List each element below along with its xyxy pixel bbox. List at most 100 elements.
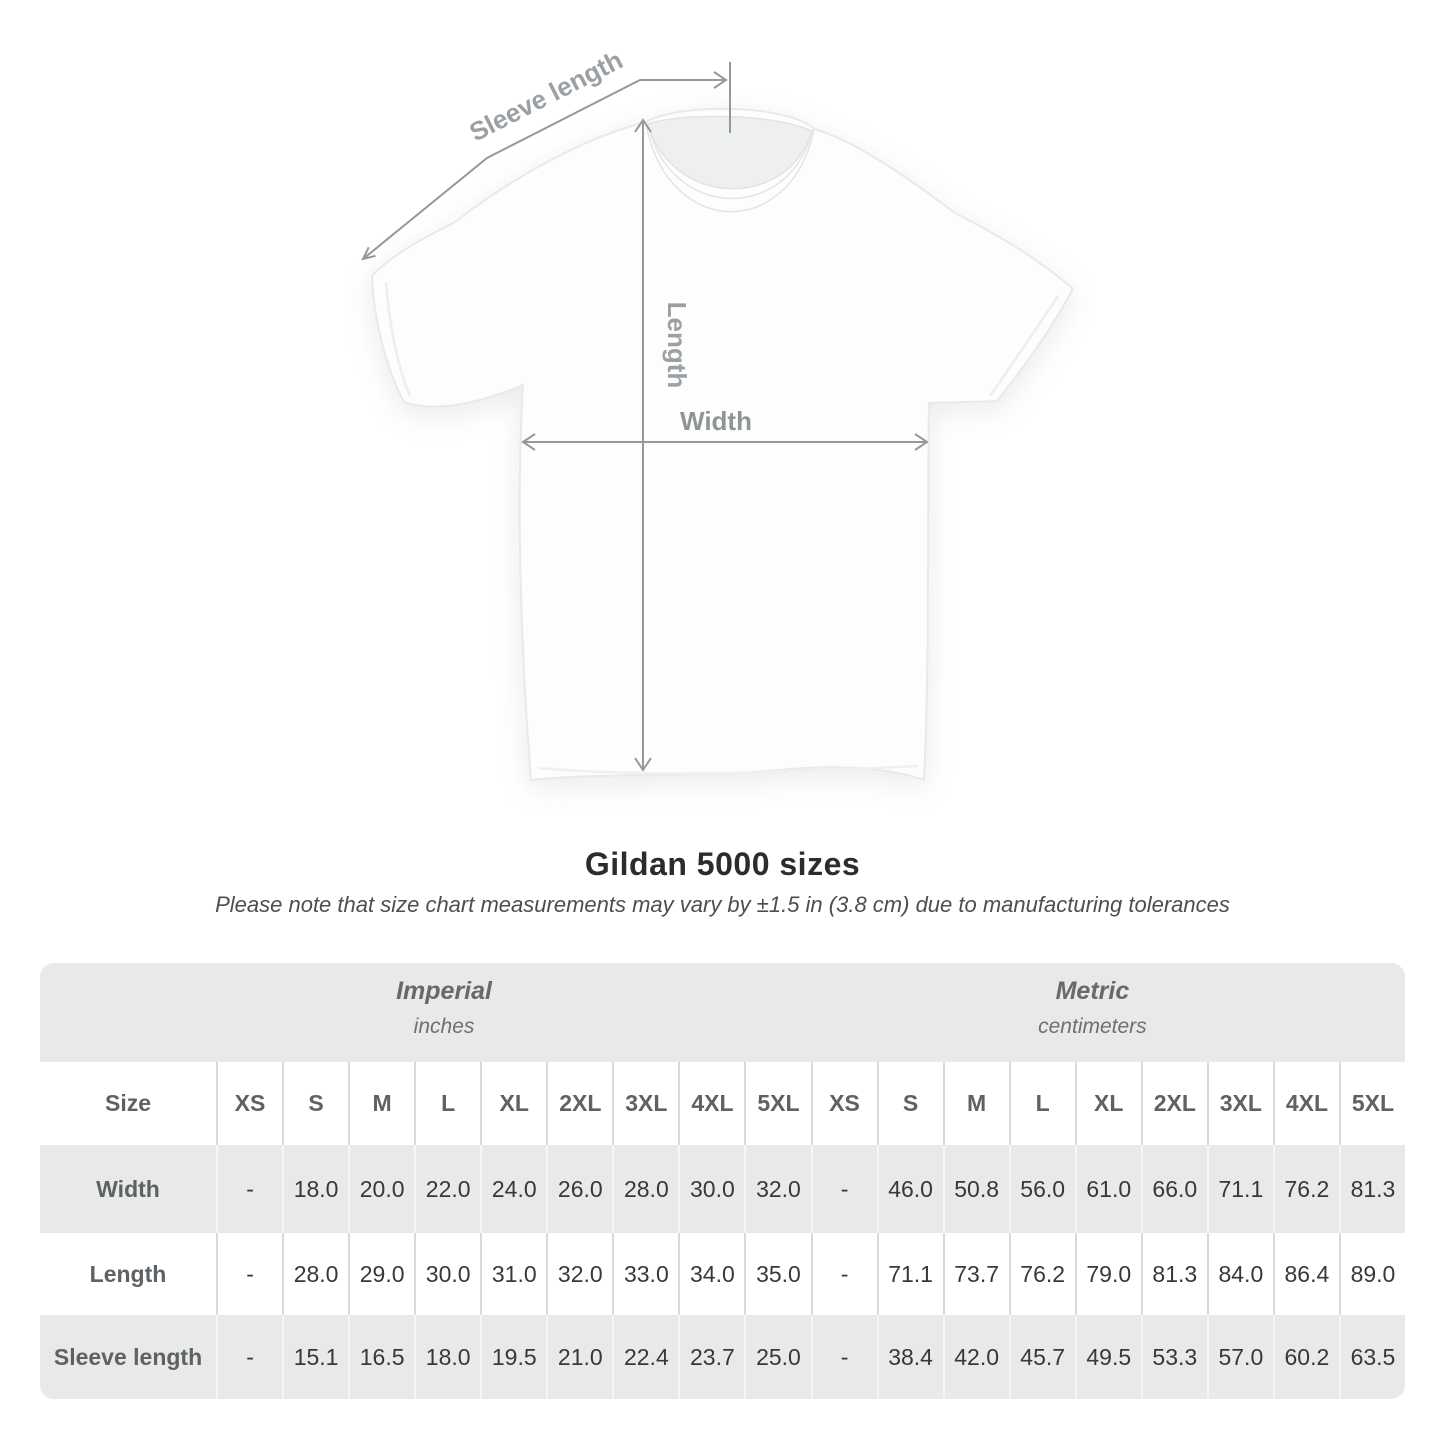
width-value-cell: 28.0 — [612, 1145, 678, 1233]
length-value-cell: 71.1 — [876, 1233, 943, 1315]
sleeve-length-value-cell: 63.5 — [1338, 1315, 1405, 1399]
width-value-cell: - — [810, 1145, 877, 1233]
sleeve-length-value-cell: 18.0 — [414, 1315, 480, 1399]
width-value-cell: 81.3 — [1338, 1145, 1405, 1233]
width-value-cell: 30.0 — [678, 1145, 744, 1233]
length-value-cell: 32.0 — [546, 1233, 612, 1315]
width-value-cell: 20.0 — [348, 1145, 414, 1233]
length-value-cell: - — [810, 1233, 877, 1315]
arrowhead-sleeve-end-icon — [361, 246, 376, 261]
size-column-header: XL — [480, 1062, 546, 1145]
sleeve-length-value-cell: 60.2 — [1272, 1315, 1339, 1399]
length-value-cell: 34.0 — [678, 1233, 744, 1315]
sleeve-length-value-cell: 42.0 — [942, 1315, 1009, 1399]
width-value-cell: 56.0 — [1008, 1145, 1075, 1233]
arrowhead-up-icon — [634, 118, 652, 133]
length-value-cell: 84.0 — [1206, 1233, 1273, 1315]
size-column-header: M — [348, 1062, 414, 1145]
arrowhead-left-icon — [521, 433, 536, 451]
imperial-title: Imperial — [396, 977, 492, 1005]
size-column-header: XS — [216, 1062, 282, 1145]
size-column-header: 2XL — [546, 1062, 612, 1145]
size-column-header: 5XL — [1338, 1062, 1405, 1145]
sleeve-length-value-cell: 16.5 — [348, 1315, 414, 1399]
size-column-header: M — [942, 1062, 1009, 1145]
size-column-header: S — [282, 1062, 348, 1145]
table-units-band: Imperial inches Metric centimeters — [40, 963, 1405, 1062]
length-value-cell: 73.7 — [942, 1233, 1009, 1315]
width-value-cell: 24.0 — [480, 1145, 546, 1233]
bottom-hem-seam — [537, 764, 919, 775]
size-column-header: 4XL — [1272, 1062, 1339, 1145]
left-sleeve-hem-seam — [384, 281, 412, 397]
size-header-label: Size — [104, 1090, 152, 1116]
length-value-cell: 81.3 — [1140, 1233, 1207, 1315]
length-value-cell: 86.4 — [1272, 1233, 1339, 1315]
length-value-cell: 33.0 — [612, 1233, 678, 1315]
length-value-cell: 89.0 — [1338, 1233, 1405, 1315]
width-value-cell: 46.0 — [876, 1145, 943, 1233]
arrowhead-right2-icon — [914, 433, 929, 451]
width-label: Width — [680, 406, 752, 436]
sleeve-length-value-cell: 23.7 — [678, 1315, 744, 1399]
sleeve-length-value-cell: 38.4 — [876, 1315, 943, 1399]
sleeve-length-value-cell: - — [810, 1315, 877, 1399]
length-row: Length -28.0 29.0 30.0 31.0 32.0 33.0 34.0 35.0… — [40, 1233, 1405, 1315]
width-row-label: Width — [96, 1175, 160, 1202]
size-column-header: L — [414, 1062, 480, 1145]
imperial-section-header: Imperial inches — [396, 976, 492, 1040]
tshirt-measurement-diagram: Sleeve length Length Width — [361, 45, 1075, 782]
size-column-header: 5XL — [744, 1062, 810, 1145]
arrowhead-right-icon — [713, 71, 728, 89]
collar-opening — [647, 115, 813, 190]
sleeve-length-value-cell: 22.4 — [612, 1315, 678, 1399]
sleeve-length-value-cell: - — [216, 1315, 282, 1399]
sleeve-length-value-cell: 49.5 — [1074, 1315, 1141, 1399]
size-column-header: XL — [1074, 1062, 1141, 1145]
length-value-cell: 30.0 — [414, 1233, 480, 1315]
sleeve-length-label: Sleeve length — [464, 45, 627, 148]
size-column-header: L — [1008, 1062, 1075, 1145]
length-label: Length — [662, 302, 692, 389]
collar-band-inner-seam — [647, 123, 813, 200]
length-value-cell: - — [216, 1233, 282, 1315]
size-column-header: 4XL — [678, 1062, 744, 1145]
length-value-cell: 35.0 — [744, 1233, 810, 1315]
sleeve-length-value-cell: 21.0 — [546, 1315, 612, 1399]
size-column-header: S — [876, 1062, 943, 1145]
size-column-header: XS — [810, 1062, 877, 1145]
width-value-cell: 22.0 — [414, 1145, 480, 1233]
sleeve-length-row: Sleeve length -15.1 16.5 18.0 19.5 21.0 22.4 2… — [40, 1315, 1405, 1399]
imperial-subtitle: inches — [413, 1015, 475, 1038]
sleeve-length-dimension-line — [362, 79, 726, 260]
tshirt-shape — [370, 107, 1075, 782]
size-header-row: Size XS S M L XL 2XL 3XL 4XL 5XL XS S M L XL 2XL 3XL 4XL… — [40, 1062, 1405, 1145]
width-value-cell: 32.0 — [744, 1145, 810, 1233]
width-value-cell: 71.1 — [1206, 1145, 1273, 1233]
sleeve-length-value-cell: 45.7 — [1008, 1315, 1075, 1399]
collar-band-outer-seam — [645, 123, 815, 213]
sleeve-length-value-cell: 53.3 — [1140, 1315, 1207, 1399]
length-value-cell: 31.0 — [480, 1233, 546, 1315]
width-value-cell: 18.0 — [282, 1145, 348, 1233]
length-value-cell: 28.0 — [282, 1233, 348, 1315]
size-column-header: 3XL — [612, 1062, 678, 1145]
size-table: Imperial inches Metric centimeters Size … — [40, 963, 1405, 1399]
size-column-header: 2XL — [1140, 1062, 1207, 1145]
length-value-cell: 76.2 — [1008, 1233, 1075, 1315]
width-value-cell: 66.0 — [1140, 1145, 1207, 1233]
width-value-cell: 76.2 — [1272, 1145, 1339, 1233]
size-column-header: 3XL — [1206, 1062, 1273, 1145]
metric-title: Metric — [1055, 977, 1130, 1005]
sleeve-length-value-cell: 19.5 — [480, 1315, 546, 1399]
width-value-cell: 61.0 — [1074, 1145, 1141, 1233]
metric-section-header: Metric centimeters — [1038, 976, 1147, 1040]
page-title: Gildan 5000 sizes — [584, 846, 861, 882]
length-row-label: Length — [89, 1260, 167, 1287]
width-value-cell: 26.0 — [546, 1145, 612, 1233]
right-sleeve-hem-seam — [988, 295, 1060, 397]
sleeve-length-row-label: Sleeve length — [53, 1343, 203, 1370]
length-value-cell: 79.0 — [1074, 1233, 1141, 1315]
width-row: Width -18.0 20.0 22.0 24.0 26.0 28.0 30.0 32.0-… — [40, 1145, 1405, 1233]
